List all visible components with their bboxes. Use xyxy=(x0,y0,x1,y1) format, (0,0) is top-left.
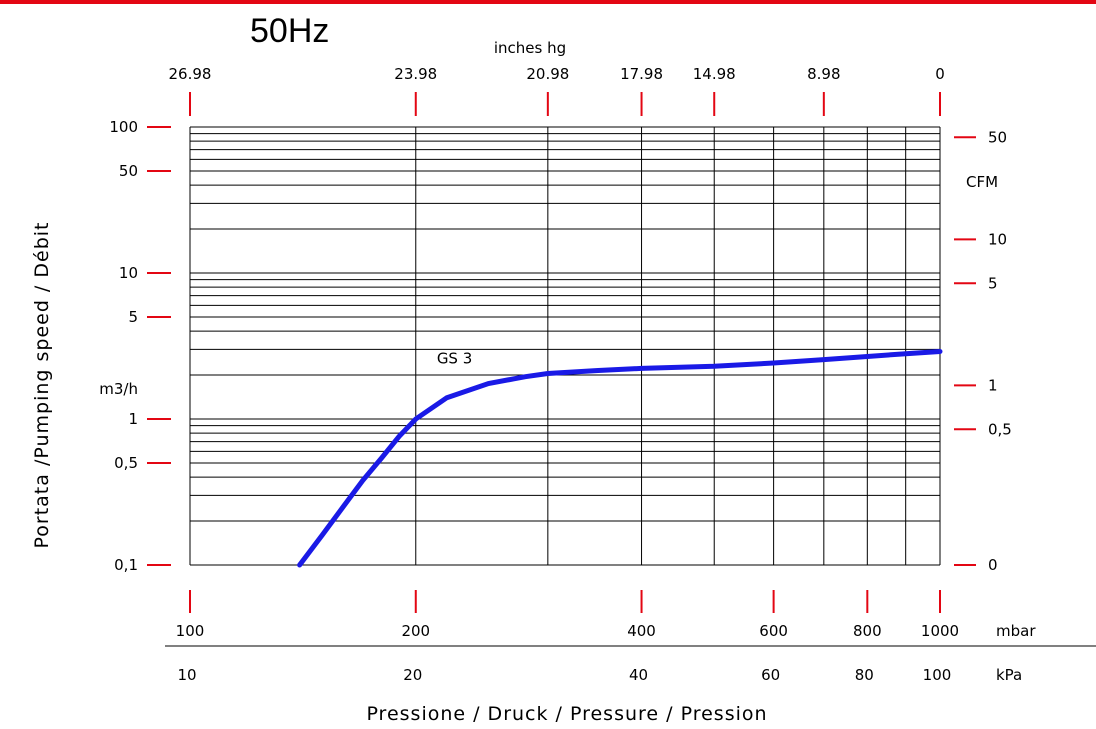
grid xyxy=(189,126,941,566)
x-bottom-mbar-label: 200 xyxy=(401,622,430,640)
x-top-tick-label: 8.98 xyxy=(807,65,840,83)
y-left-unit-label: m3/h xyxy=(99,380,138,398)
y-right-unit-label: CFM xyxy=(966,173,998,191)
y-right-tick-label: 1 xyxy=(988,376,998,394)
chart-title: 50Hz xyxy=(250,12,329,50)
x-top-tick-label: 23.98 xyxy=(394,65,437,83)
series: GS 3 xyxy=(297,349,943,568)
y-right-tick-label: 10 xyxy=(988,230,1007,248)
x-bottom-kpa-label: 80 xyxy=(855,666,874,684)
x-bottom-mbar-unit: mbar xyxy=(996,622,1036,640)
x-top-tick-label: 14.98 xyxy=(693,65,736,83)
x-bottom-kpa-label: 100 xyxy=(923,666,952,684)
x-axis-title: Pressione / Druck / Pressure / Pression xyxy=(366,703,767,725)
x-bottom-mbar-label: 400 xyxy=(627,622,656,640)
x-top-tick-label: 0 xyxy=(935,65,945,83)
series-label: GS 3 xyxy=(437,349,472,367)
y-left-tick-label: 50 xyxy=(119,162,138,180)
y-left-tick-label: 10 xyxy=(119,264,138,282)
top-axis-title: inches hg xyxy=(494,39,566,57)
y-axis-title: Portata /Pumping speed / Débit xyxy=(31,222,53,549)
y-left-tick-label: 100 xyxy=(109,118,138,136)
x-bottom-kpa-label: 40 xyxy=(629,666,648,684)
x-bottom-mbar-label: 600 xyxy=(759,622,788,640)
y-right-tick-label: 50 xyxy=(988,128,1007,146)
x-bottom-mbar-label: 800 xyxy=(853,622,882,640)
y-left-tick-label: 5 xyxy=(128,308,138,326)
y-left-tick-label: 1 xyxy=(128,410,138,428)
x-bottom-mbar-label: 1000 xyxy=(921,622,959,640)
series-line-gs3 xyxy=(297,349,943,568)
x-bottom-kpa-label: 10 xyxy=(177,666,196,684)
y-right-tick-label: 0 xyxy=(988,556,998,574)
x-bottom-kpa-unit: kPa xyxy=(996,666,1022,684)
y-right-tick-label: 5 xyxy=(988,274,998,292)
x-top-tick-label: 20.98 xyxy=(526,65,569,83)
x-top-tick-label: 17.98 xyxy=(620,65,663,83)
x-bottom-kpa-label: 60 xyxy=(761,666,780,684)
x-bottom-kpa-label: 20 xyxy=(403,666,422,684)
y-right-tick-label: 0,5 xyxy=(988,420,1012,438)
y-left-tick-label: 0,5 xyxy=(114,454,138,472)
y-left-tick-label: 0,1 xyxy=(114,556,138,574)
x-bottom-mbar-label: 100 xyxy=(176,622,205,640)
x-top-tick-label: 26.98 xyxy=(169,65,212,83)
